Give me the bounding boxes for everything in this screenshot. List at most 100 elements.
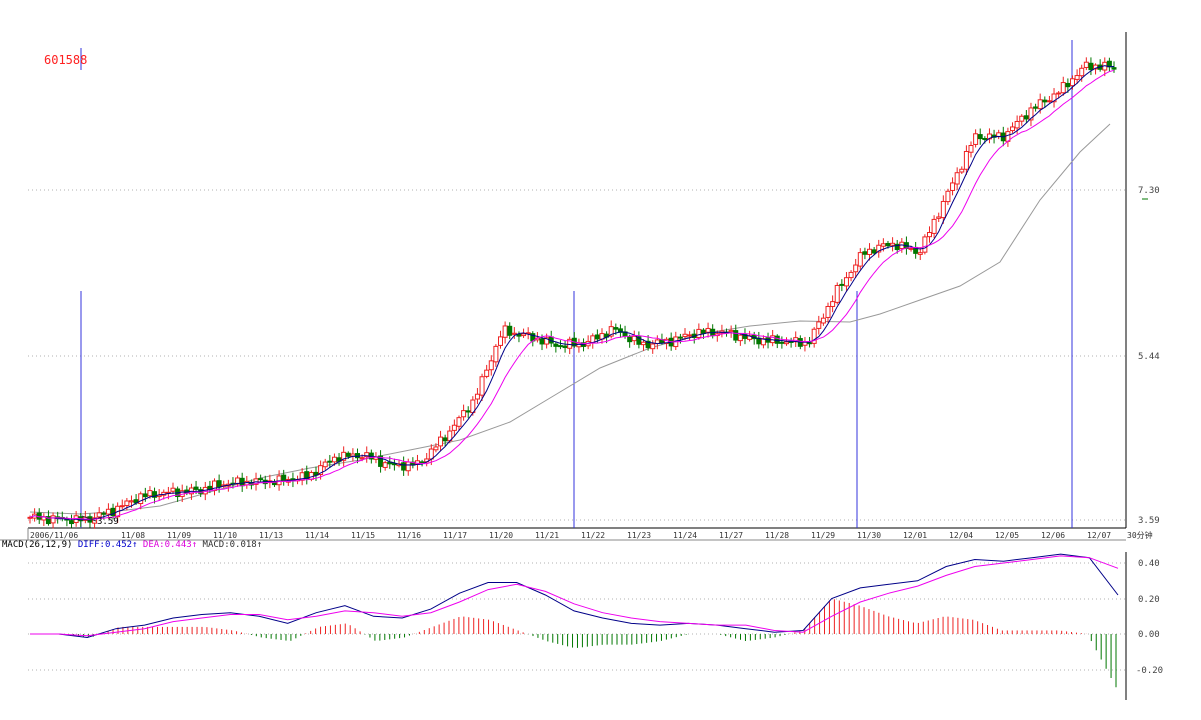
macd-dea-text: DEA:0.443 (142, 540, 192, 550)
macd-diff-line (30, 553, 1119, 639)
candle-body (700, 329, 706, 334)
date-label: 11/09 (167, 531, 191, 540)
candle-body (391, 463, 397, 466)
candle-body (982, 138, 988, 141)
candle-body (1065, 82, 1071, 88)
up-arrow-icon: ↑ (132, 540, 138, 550)
candle-body (640, 341, 646, 346)
candle-body (968, 145, 974, 153)
candle-body (820, 317, 826, 324)
candle-body (737, 334, 743, 342)
candle-body (1074, 75, 1080, 80)
candle-body (894, 243, 900, 251)
candle-body (950, 182, 956, 191)
candle-body (608, 326, 614, 337)
candle-body (516, 333, 522, 337)
candle-body (438, 436, 444, 447)
date-label: 11/22 (581, 531, 605, 540)
date-axis: 2006/11/06 11/08 11/09 11/10 11/13 11/14… (30, 530, 1153, 540)
candle-body (502, 325, 508, 338)
date-label: 11/20 (489, 531, 513, 540)
candle-body (839, 283, 845, 286)
candle-body (138, 493, 144, 505)
candle-body (594, 334, 600, 340)
candle-body (890, 242, 896, 246)
ma-long-line (29, 123, 1111, 515)
candle-body (1028, 107, 1034, 121)
candle-body (1033, 106, 1039, 109)
candle-body (650, 343, 656, 350)
ma-short-line (29, 65, 1115, 521)
candle-body (170, 487, 176, 492)
candle-body (834, 284, 840, 303)
date-label: 11/13 (259, 531, 283, 540)
macd-diff-text: DIFF:0.452 (77, 540, 133, 550)
up-arrow-icon: ↑ (191, 540, 198, 550)
date-label: 11/23 (627, 531, 651, 540)
candle-body (1083, 61, 1089, 68)
candlestick-series (27, 57, 1117, 529)
up-arrow-icon: ↑ (256, 540, 263, 550)
date-label: 11/14 (305, 531, 329, 540)
candle-body (816, 321, 822, 329)
candle-body (322, 461, 328, 468)
candle-body (364, 452, 370, 458)
candle-body (461, 410, 467, 418)
candle-body (687, 334, 693, 337)
candle-body (617, 328, 623, 333)
candle-body (843, 277, 849, 287)
candle-body (1019, 115, 1025, 122)
period-label: 30分钟 (1127, 530, 1153, 540)
candle-body (451, 424, 457, 431)
candle-body (862, 251, 868, 255)
candle-body (382, 462, 388, 468)
date-label: 12/07 (1087, 531, 1111, 540)
candle-body (954, 172, 960, 185)
candle-body (885, 242, 891, 247)
candle-body (811, 328, 817, 344)
candle-body (922, 236, 928, 253)
candle-body (857, 252, 863, 267)
candle-body (474, 393, 480, 400)
candle-body (484, 369, 490, 377)
candle-body (807, 342, 813, 345)
candle-body (479, 376, 485, 396)
candle-body (936, 216, 942, 219)
candle-body (124, 500, 130, 506)
candle-body (1088, 62, 1094, 71)
macd-level-label: 0.00 (1138, 630, 1160, 640)
candle-body (940, 200, 946, 219)
low-marker-pointer (81, 515, 97, 522)
candle-body (567, 338, 573, 349)
candle-body (465, 410, 471, 413)
candle-body (1046, 100, 1052, 103)
candle-body (327, 460, 333, 463)
candle-body (45, 516, 51, 525)
candle-body (728, 329, 734, 333)
macd-dea-line (30, 555, 1119, 637)
date-label: 11/15 (351, 531, 375, 540)
date-label: 12/04 (949, 531, 973, 540)
candle-body (69, 520, 75, 525)
candle-body (544, 337, 550, 345)
date-label: 11/08 (121, 531, 145, 540)
candle-body (345, 452, 351, 457)
macd-label: MACD(26,12,9) (2, 540, 73, 550)
candle-body (959, 168, 965, 173)
candle-body (1042, 99, 1048, 103)
candle-body (96, 512, 102, 518)
candle-body (682, 333, 688, 338)
candle-body (830, 301, 836, 307)
candle-body (110, 507, 116, 517)
price-level-label: 5.44 (1138, 352, 1160, 362)
candle-body (216, 480, 222, 488)
ma-mid-line (29, 69, 1115, 520)
macd-value-text: MACD:0.018 (202, 540, 257, 550)
candle-body (456, 417, 462, 427)
candle-body (276, 475, 282, 486)
candle-body (871, 249, 877, 254)
candle-body (1111, 67, 1117, 70)
candle-body (50, 515, 56, 524)
candle-body (1014, 120, 1020, 129)
candle-body (908, 247, 914, 250)
